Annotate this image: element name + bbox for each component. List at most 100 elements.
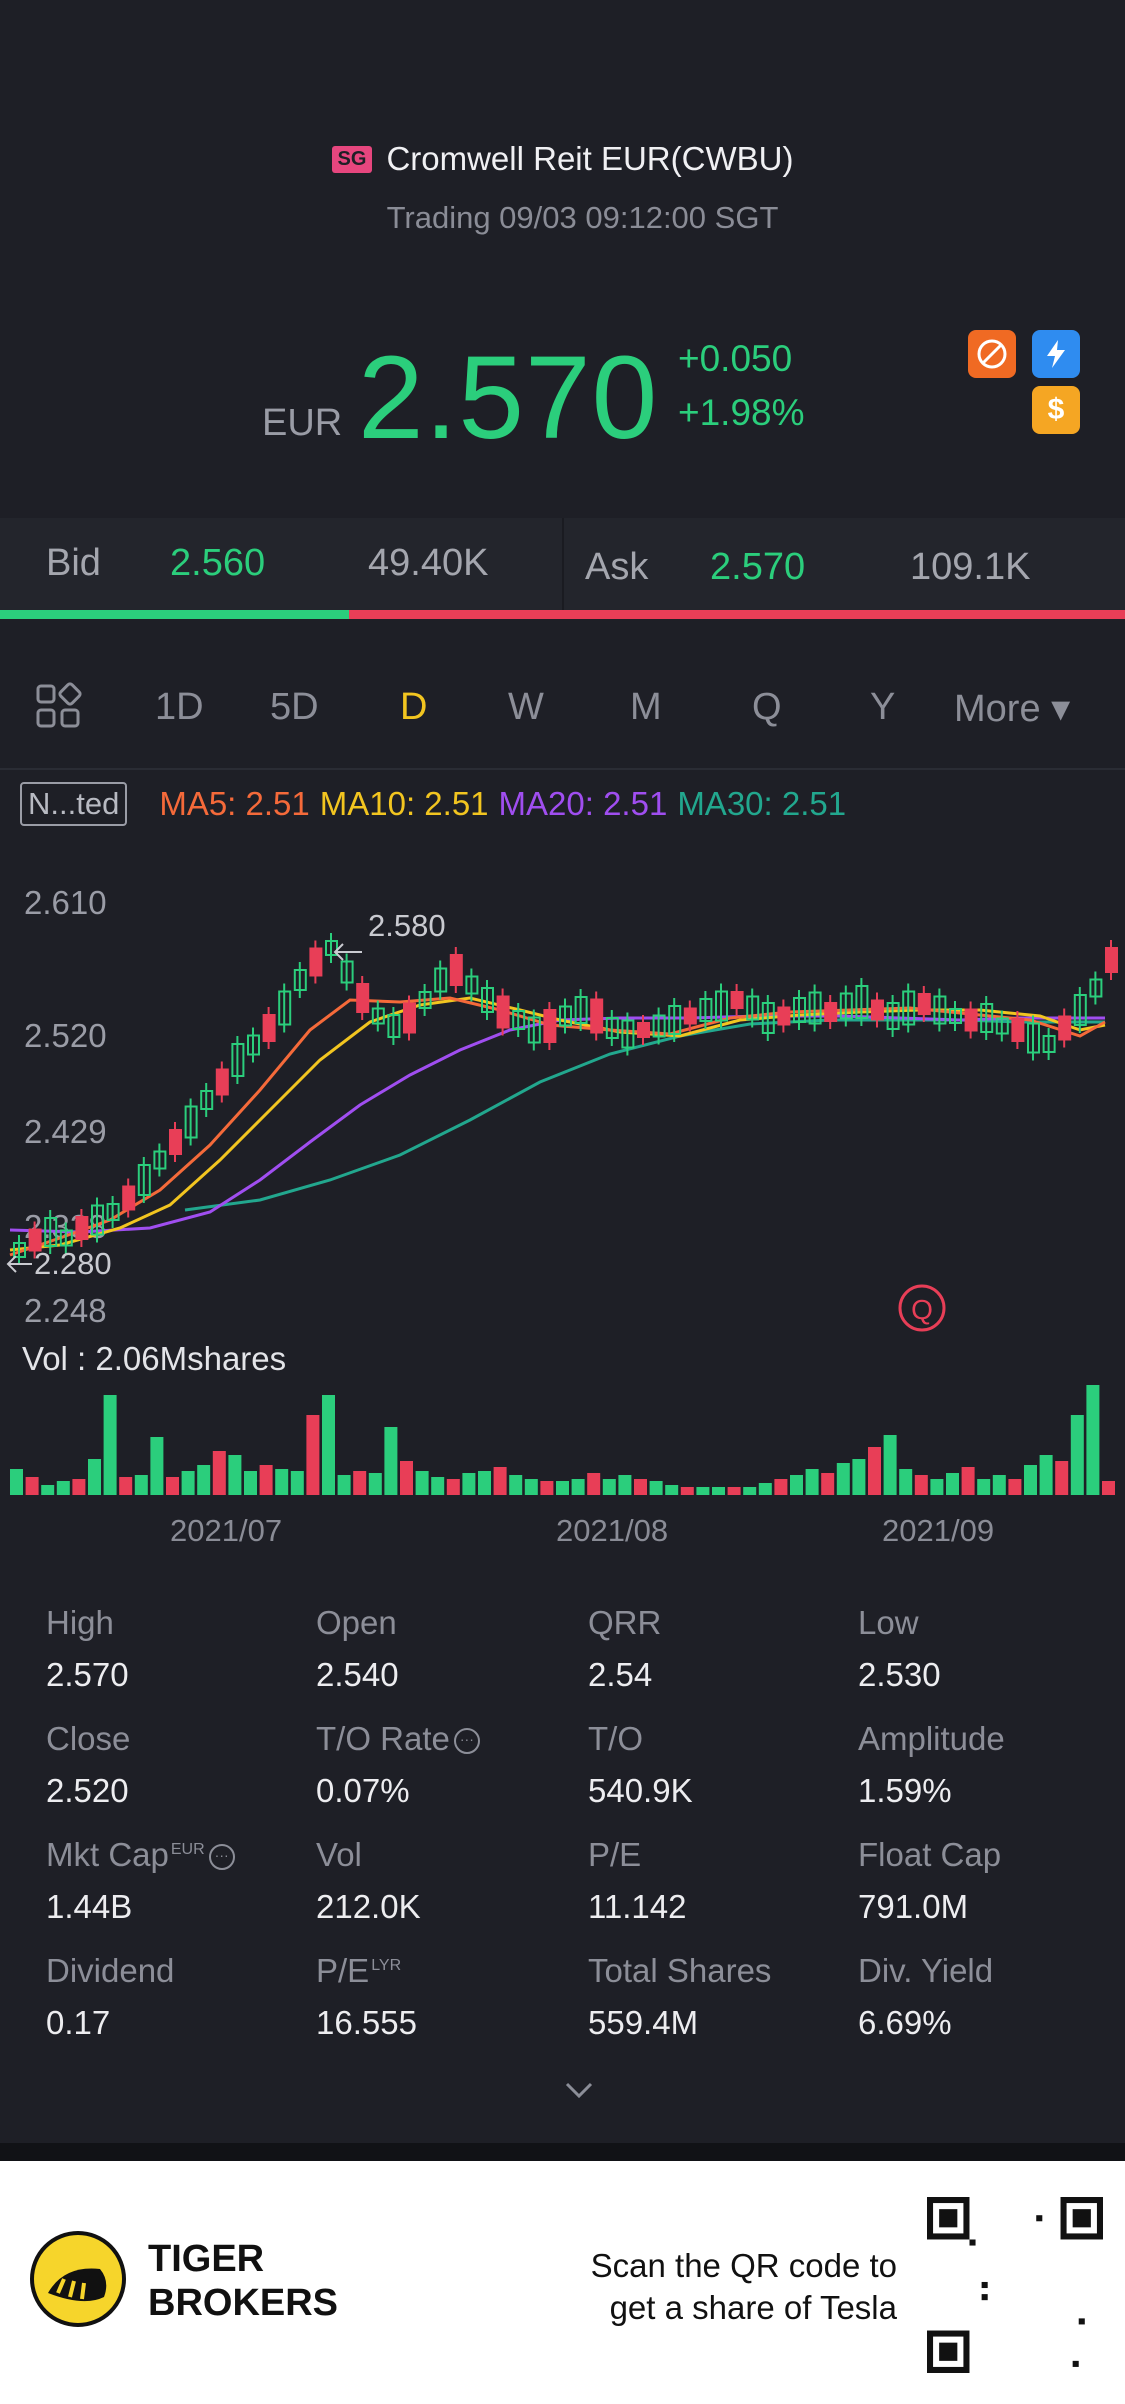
volume-chart[interactable] bbox=[0, 1375, 1125, 1495]
volume-bar bbox=[587, 1473, 601, 1495]
stat-low: Low 2.530 bbox=[858, 1604, 1125, 1694]
expand-chevron-icon[interactable] bbox=[564, 2080, 594, 2105]
stat-t-o: T/O 540.9K bbox=[588, 1720, 858, 1810]
stat-value: 559.4M bbox=[588, 2004, 699, 2041]
candle-body bbox=[1089, 978, 1103, 998]
dollar-icon[interactable]: $ bbox=[1032, 386, 1080, 434]
stat-t-o-rate: T/O Rate ··· 0.07% bbox=[316, 1720, 586, 1810]
stat-label: Mkt Cap EUR ··· bbox=[46, 1836, 316, 1874]
tab-d[interactable]: D bbox=[400, 686, 428, 728]
candle-body bbox=[106, 1203, 120, 1221]
ask-label: Ask bbox=[585, 546, 649, 588]
ask-price: 2.570 bbox=[710, 546, 806, 588]
candle-body bbox=[387, 1014, 401, 1038]
candle-body bbox=[995, 1017, 1009, 1035]
price-change: +0.050 bbox=[678, 338, 793, 379]
qr-code-icon[interactable] bbox=[927, 2197, 1103, 2373]
candle-body bbox=[28, 1228, 42, 1252]
y-label-top: 2.610 bbox=[24, 884, 107, 921]
tab-5d[interactable]: 5D bbox=[270, 686, 319, 728]
ma30-line bbox=[184, 1018, 1105, 1212]
volume-bar bbox=[415, 1471, 429, 1495]
brand-line-2: BROKERS bbox=[148, 2282, 339, 2324]
tab-y[interactable]: Y bbox=[870, 686, 896, 728]
volume-bar bbox=[275, 1469, 289, 1495]
stat-div-yield: Div. Yield 6.69% bbox=[858, 1952, 1125, 2042]
x-label-jul: 2021/07 bbox=[170, 1513, 283, 1548]
candle-body bbox=[481, 987, 494, 1013]
ask-ratio-segment bbox=[348, 610, 1125, 619]
no-short-icon[interactable] bbox=[968, 330, 1016, 378]
bid-ask-ratio-bar bbox=[0, 610, 1125, 619]
candle-body bbox=[418, 991, 432, 1009]
candle-body bbox=[434, 967, 448, 993]
stat-value: 0.17 bbox=[46, 2004, 111, 2041]
candle-body bbox=[231, 1043, 245, 1077]
tab-q[interactable]: Q bbox=[752, 686, 782, 728]
volume-bar bbox=[244, 1471, 257, 1495]
stat-label: P/E LYR bbox=[316, 1952, 402, 1989]
x-label-aug: 2021/08 bbox=[556, 1513, 669, 1548]
volume-bar bbox=[25, 1477, 39, 1495]
ma10-value: MA10: 2.51 bbox=[319, 785, 489, 822]
y-label-bottom: 2.248 bbox=[24, 1292, 107, 1329]
tab-m[interactable]: M bbox=[630, 686, 662, 728]
stat-vol: Vol 212.0K bbox=[316, 1836, 586, 1926]
price-area: EUR 2.570 +0.050 +1.98% $ bbox=[0, 330, 1125, 464]
stat-label: Low bbox=[858, 1604, 919, 1641]
candle-body bbox=[793, 997, 806, 1023]
candle-body bbox=[496, 995, 510, 1029]
info-more-icon[interactable]: ··· bbox=[208, 1844, 235, 1871]
info-more-icon[interactable]: ··· bbox=[453, 1728, 480, 1755]
candle-body bbox=[153, 1150, 167, 1170]
candle-body bbox=[1042, 1035, 1056, 1053]
volume-bar bbox=[899, 1469, 913, 1495]
stat-value: 2.570 bbox=[46, 1656, 129, 1693]
candle-body bbox=[75, 1216, 89, 1240]
stat-label: Div. Yield bbox=[858, 1952, 994, 1989]
volume-bar bbox=[1024, 1465, 1037, 1495]
stat-p-e: P/E 11.142 bbox=[588, 1836, 858, 1926]
volume-bar bbox=[306, 1415, 320, 1495]
candle-body bbox=[91, 1204, 104, 1236]
candle-body bbox=[668, 1005, 682, 1035]
volume-bar bbox=[462, 1473, 476, 1495]
candle-body bbox=[1011, 1018, 1025, 1042]
volume-bar bbox=[852, 1459, 866, 1495]
volume-bar bbox=[478, 1471, 491, 1495]
volume-bar bbox=[197, 1465, 211, 1495]
candle-body bbox=[309, 947, 323, 977]
candle-body bbox=[871, 999, 884, 1021]
bid-price: 2.560 bbox=[170, 542, 266, 584]
stat-label: High bbox=[46, 1604, 114, 1641]
tab-w[interactable]: W bbox=[508, 686, 544, 728]
stat-label: Dividend bbox=[46, 1952, 175, 1989]
candlestick-chart[interactable]: 2.580 2.280 Q bbox=[0, 860, 1125, 1340]
tab-more[interactable]: More ▾ bbox=[954, 688, 1071, 730]
volume-bar bbox=[634, 1479, 647, 1495]
candle-body bbox=[746, 995, 760, 1021]
volume-bar bbox=[774, 1479, 788, 1495]
indicator-tag[interactable]: N...ted bbox=[20, 782, 128, 826]
volume-bar bbox=[431, 1477, 445, 1495]
candle-body bbox=[902, 990, 916, 1026]
lightning-icon[interactable] bbox=[1032, 330, 1080, 378]
candle-body bbox=[1073, 994, 1087, 1026]
volume-bar bbox=[712, 1487, 725, 1495]
y-label-3: 2.429 bbox=[24, 1113, 107, 1150]
stat-qrr: QRR 2.54 bbox=[588, 1604, 858, 1694]
candle-body bbox=[44, 1217, 58, 1247]
candle-body bbox=[1027, 1022, 1040, 1054]
stat-label: Float Cap bbox=[858, 1836, 1002, 1873]
stat-high: High 2.570 bbox=[46, 1604, 316, 1694]
layout-grid-icon[interactable] bbox=[34, 682, 82, 740]
tab-1d[interactable]: 1D bbox=[155, 686, 204, 728]
candle-body bbox=[278, 990, 292, 1026]
candle-body bbox=[262, 1014, 276, 1042]
volume-bar bbox=[758, 1483, 772, 1495]
candle-body bbox=[512, 1010, 526, 1030]
volume-bar bbox=[212, 1451, 226, 1495]
brand-name: TIGER BROKERS bbox=[148, 2237, 338, 2325]
volume-bar bbox=[649, 1481, 663, 1495]
stat-value: 2.530 bbox=[858, 1656, 941, 1693]
